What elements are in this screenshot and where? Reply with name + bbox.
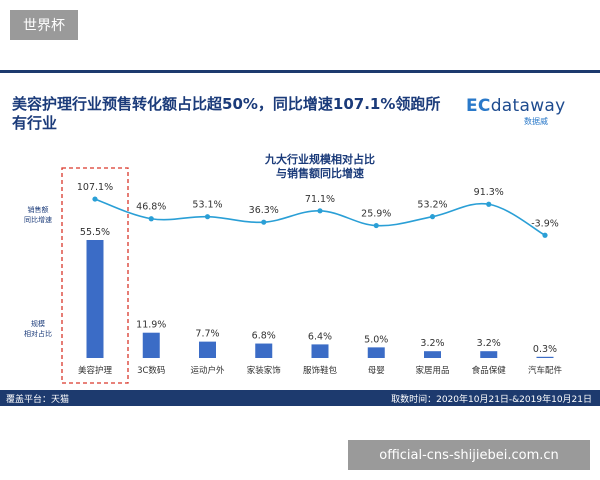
watermark-tag-bottom: official-cns-shijiebei.com.cn — [348, 440, 590, 470]
bar-label-0: 55.5% — [80, 227, 110, 238]
growth-label-7: 91.3% — [474, 187, 504, 198]
category-label-1: 3C数码 — [137, 365, 165, 376]
growth-point-4 — [317, 208, 323, 214]
bar-label-3: 6.8% — [252, 331, 276, 342]
logo-subtitle: 数据威 — [524, 117, 548, 126]
footer-platform: 覆盖平台：天猫 — [6, 395, 70, 405]
growth-row-label: 销售额 同比增速 — [18, 205, 58, 225]
growth-label-1: 46.8% — [136, 202, 166, 213]
bar-label-7: 3.2% — [477, 338, 501, 349]
growth-point-5 — [373, 222, 379, 229]
category-label-7: 食品保健 — [472, 365, 507, 376]
growth-point-2 — [204, 214, 211, 220]
growth-label-8: -3.9% — [531, 218, 559, 229]
share-row-label: 规模 相对占比 — [18, 319, 58, 339]
chart-title-line-2: 与销售额同比增速 — [276, 167, 364, 180]
growth-point-7 — [486, 201, 492, 207]
growth-row-label-line-2: 同比增速 — [24, 216, 52, 224]
card-top-border — [0, 70, 600, 73]
bar-1 — [142, 332, 160, 358]
growth-label-4: 71.1% — [305, 194, 335, 205]
bar-2 — [199, 341, 216, 358]
growth-point-0 — [92, 196, 98, 202]
growth-label-3: 36.3% — [249, 205, 279, 216]
ecdataway-logo: ECdataway 数据威 — [466, 96, 586, 126]
growth-point-8 — [542, 232, 548, 238]
chart-title-line-1: 九大行业规模相对占比 — [265, 153, 375, 166]
title-line-2: 有行业 — [12, 114, 58, 132]
bar-label-2: 7.7% — [195, 329, 219, 340]
bar-label-1: 11.9% — [136, 320, 166, 331]
chart-title: 九大行业规模相对占比 与销售额同比增速 — [220, 153, 420, 181]
growth-point-6 — [429, 214, 436, 220]
bar-3 — [255, 343, 273, 358]
growth-label-6: 53.2% — [417, 200, 447, 211]
bar-label-5: 5.0% — [364, 334, 388, 345]
category-label-4: 服饰鞋包 — [303, 365, 338, 376]
bar-0 — [86, 240, 104, 358]
page-title: 美容护理行业预售转化额占比超50%，同比增速107.1%领跑所 有行业 — [12, 95, 462, 133]
logo-wordmark: ECdataway — [466, 96, 586, 116]
bar-4 — [311, 344, 329, 358]
category-label-6: 家居用品 — [415, 365, 449, 376]
bar-8 — [536, 356, 554, 358]
growth-point-3 — [261, 219, 267, 225]
category-label-0: 美容护理 — [78, 365, 113, 376]
category-label-2: 运动户外 — [190, 365, 225, 376]
growth-label-2: 53.1% — [192, 200, 222, 211]
bar-label-4: 6.4% — [308, 331, 332, 342]
bar-label-8: 0.3% — [533, 344, 557, 355]
growth-label-0: 107.1% — [77, 182, 113, 193]
category-label-5: 母婴 — [368, 366, 385, 376]
bar-7 — [480, 351, 498, 358]
watermark-tag-top: 世界杯 — [10, 10, 78, 40]
logo-dataway: dataway — [490, 96, 566, 116]
share-row-label-line-1: 规模 — [31, 320, 45, 328]
bar-6 — [424, 351, 441, 358]
logo-ec: EC — [466, 96, 491, 116]
footer-bar: 覆盖平台：天猫 取数时间：2020年10月21日-&2019年10月21日 — [0, 390, 600, 406]
title-line-1: 美容护理行业预售转化额占比超50%，同比增速107.1%领跑所 — [12, 95, 441, 113]
growth-label-5: 25.9% — [361, 209, 391, 220]
category-label-8: 汽车配件 — [528, 365, 563, 376]
growth-point-1 — [148, 216, 154, 222]
growth-row-label-line-1: 销售额 — [27, 206, 49, 214]
share-row-label-line-2: 相对占比 — [24, 330, 52, 338]
category-label-3: 家装家饰 — [247, 365, 282, 376]
bar-5 — [367, 347, 385, 358]
bar-label-6: 3.2% — [420, 338, 444, 349]
footer-period: 取数时间：2020年10月21日-&2019年10月21日 — [391, 395, 592, 405]
